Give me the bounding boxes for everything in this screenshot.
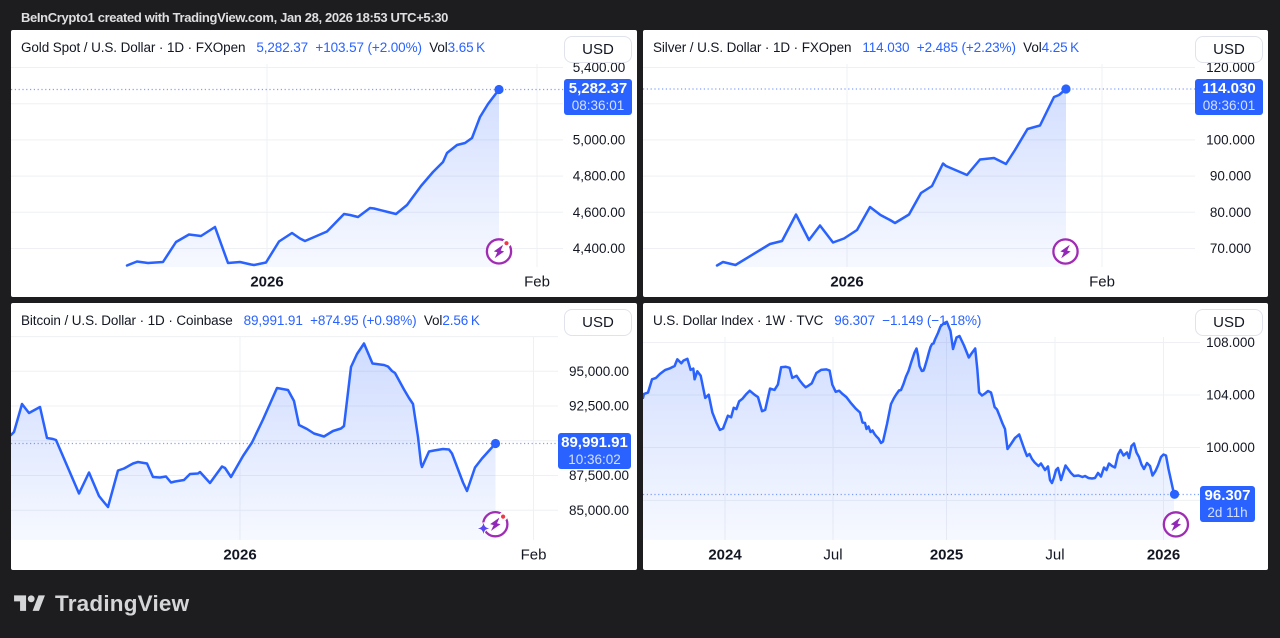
svg-text:100.000: 100.000 [1206,132,1255,147]
svg-text:2024: 2024 [708,547,742,564]
svg-text:87,500.00: 87,500.00 [569,468,629,483]
svg-text:4,600.00: 4,600.00 [573,205,626,220]
svg-text:70.000: 70.000 [1210,241,1251,256]
svg-text:80.000: 80.000 [1210,205,1251,220]
svg-text:85,000.00: 85,000.00 [569,503,629,518]
svg-text:4,800.00: 4,800.00 [573,169,626,184]
svg-text:2026: 2026 [250,274,283,291]
svg-text:2025: 2025 [930,547,963,564]
svg-text:Feb: Feb [521,547,547,564]
svg-text:108.000: 108.000 [1206,335,1255,350]
svg-text:104.000: 104.000 [1206,388,1255,403]
svg-text:95,000.00: 95,000.00 [569,364,629,379]
svg-text:100.000: 100.000 [1206,440,1255,455]
svg-text:2026: 2026 [830,274,863,291]
svg-text:5,400.00: 5,400.00 [573,60,626,75]
svg-text:5,000.00: 5,000.00 [573,132,626,147]
svg-text:2026: 2026 [1147,547,1180,564]
svg-text:Feb: Feb [524,274,550,291]
svg-text:Feb: Feb [1089,274,1115,291]
svg-text:2026: 2026 [223,547,256,564]
svg-text:92,500.00: 92,500.00 [569,399,629,414]
svg-text:90.000: 90.000 [1210,169,1251,184]
svg-text:Jul: Jul [1045,547,1064,564]
svg-text:120.000: 120.000 [1206,60,1255,75]
svg-text:4,400.00: 4,400.00 [573,241,626,256]
svg-text:Jul: Jul [823,547,842,564]
